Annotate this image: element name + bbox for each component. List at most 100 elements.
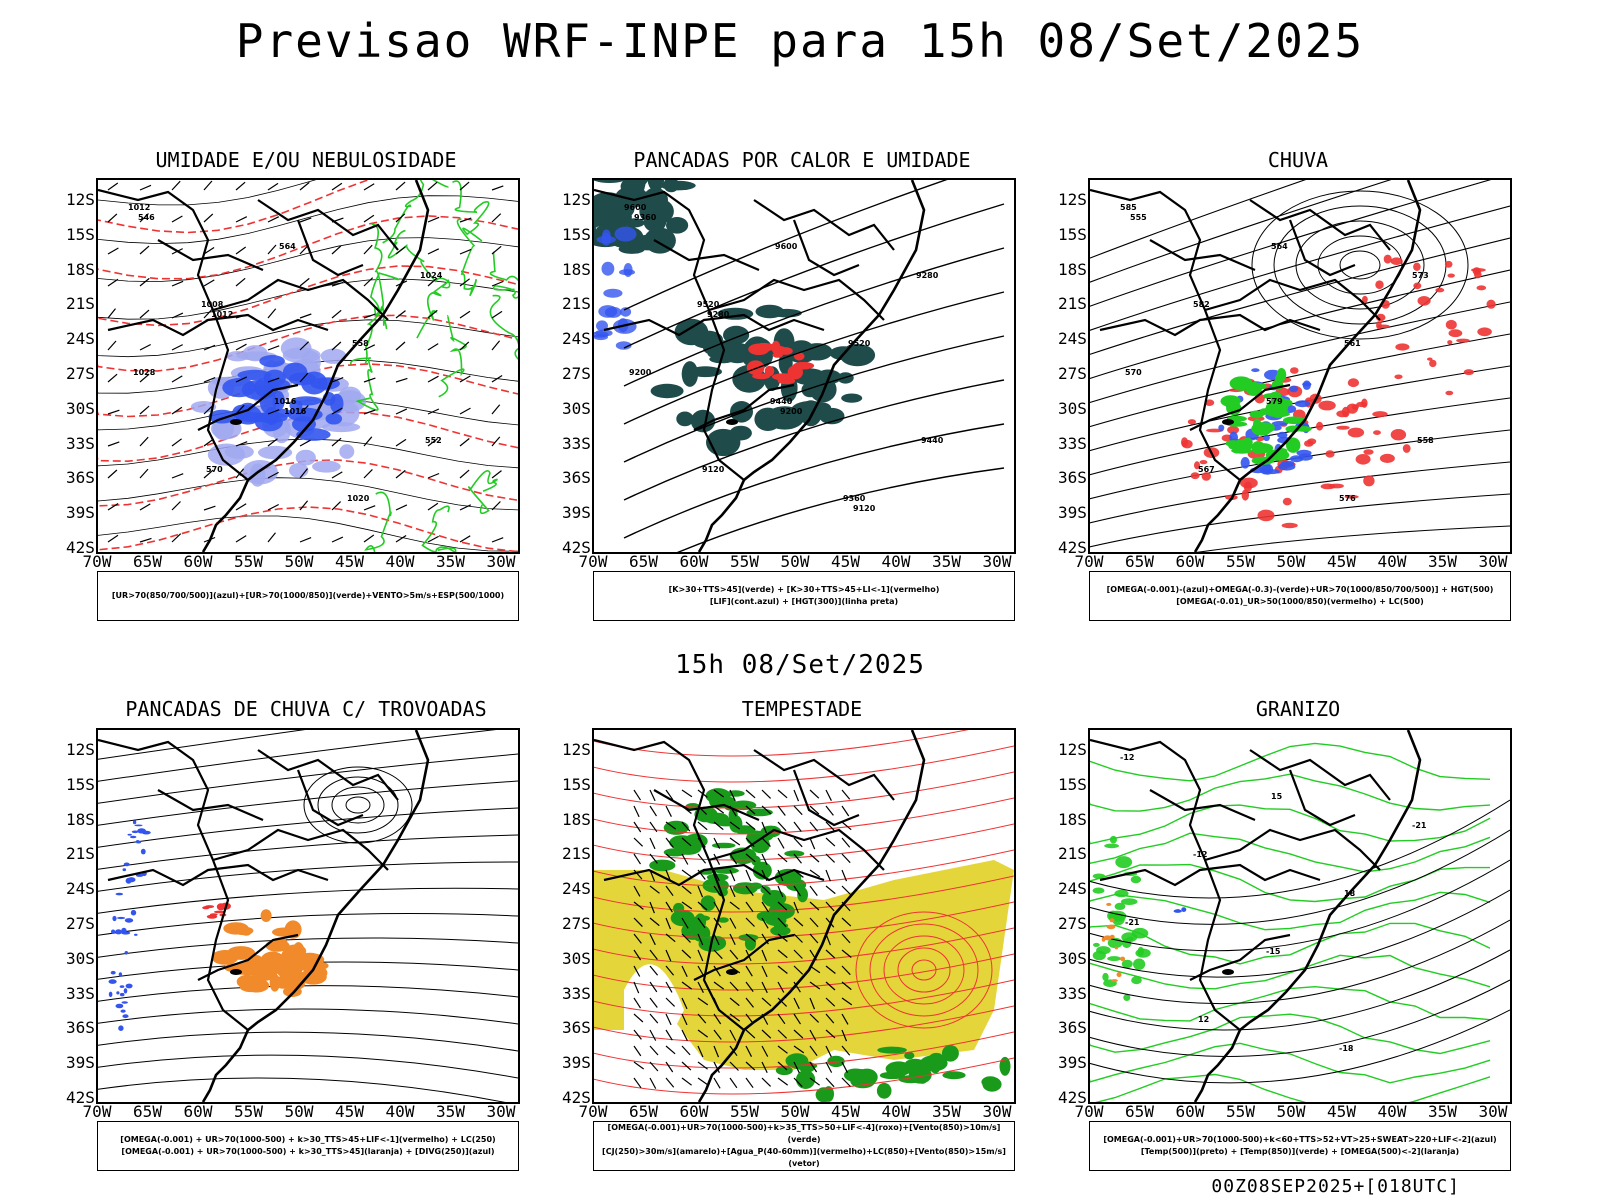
map-canvas-tempestade [594, 730, 1014, 1102]
contour-label-8: 9520 [848, 339, 871, 348]
streamline-0 [98, 730, 306, 760]
omega-rh-red-ne-22 [1448, 329, 1463, 338]
contour-label-0: -12 [1120, 753, 1134, 762]
wind-vector-128 [729, 1013, 741, 1022]
wind-vector-222 [809, 997, 816, 1010]
wind-vector-110 [395, 246, 406, 255]
map-pancadas-calor: 9600 9520 9440 9360 9280 9200 9120 9600 9520 9440… [592, 178, 1016, 554]
wind-vector-76 [299, 313, 312, 319]
wind-vector-91 [331, 407, 343, 415]
lon-tick-label: 40W [881, 552, 911, 571]
lat-tick-label: 27S [66, 914, 95, 933]
wind-vector-156 [761, 853, 768, 866]
wind-vector-235 [825, 901, 835, 912]
temp850-west-22 [1092, 887, 1105, 894]
temp500-7 [1090, 1009, 1510, 1084]
wind-vector-15 [139, 277, 150, 287]
rh-low-contour-9 [387, 229, 450, 283]
lat-tick-label: 39S [66, 1053, 95, 1073]
wind-vector-82 [299, 500, 309, 511]
thickness-1 [98, 215, 518, 280]
wind-vector-151 [745, 1077, 754, 1089]
omega500-orange-3 [1103, 935, 1112, 941]
isobar-8 [98, 477, 518, 511]
wind-vector-12 [139, 184, 152, 191]
isobar-4 [98, 319, 518, 358]
k-tts-red-6 [213, 910, 226, 914]
wind-vector-252 [841, 869, 848, 882]
map-canvas-chuva: 585 582 579 576 573 570 567 564 561 558 555 [1090, 180, 1510, 552]
wind-vector-1 [633, 805, 640, 818]
wind-vector-122 [729, 917, 737, 929]
contour-label-0: 1012 [128, 203, 150, 212]
wind-vector-0 [633, 789, 642, 801]
wind-vector-203 [793, 997, 800, 1010]
wind-vector-5 [633, 869, 643, 880]
wind-vector-238 [825, 949, 836, 959]
wind-vector-51 [665, 997, 676, 1007]
lat-tick-label: 27S [562, 364, 591, 383]
wind-vector-260 [841, 997, 853, 1006]
legend-tempestade: [OMEGA(-0.001)+UR>70(1000-500)+k>35_TTS>… [593, 1121, 1015, 1171]
contour-label-10: 546 [138, 213, 155, 222]
hgt500-contour-7 [1090, 333, 1510, 428]
wind-vector-68 [267, 438, 278, 447]
isobar-9 [98, 515, 518, 552]
isobar-3 [98, 278, 518, 320]
streamline-9 [98, 937, 518, 958]
k-tts-orange-38 [236, 974, 258, 989]
wind-vector-154 [761, 821, 768, 834]
wind-vector-213 [809, 853, 820, 863]
wind-vector-231 [825, 837, 836, 847]
wind-vector-58 [235, 503, 247, 511]
omega-green-3 [1286, 437, 1301, 453]
lon-tick-label: 35W [932, 552, 961, 571]
omega-rh-red-18 [1227, 425, 1240, 434]
state-border-5 [792, 769, 860, 827]
lc850-9 [594, 953, 1014, 991]
map-umidade: 1012 1008 1016 1020 1024 1028 570 564 558 552 546 1… [96, 178, 520, 554]
divg-blue-29 [119, 985, 125, 988]
wind-vector-3 [107, 278, 119, 287]
lon-tick-label: 55W [730, 552, 759, 571]
state-border-6 [1149, 789, 1256, 822]
wind-vector-155 [761, 837, 771, 847]
wind-vector-72 [681, 1029, 688, 1041]
omega-blue-5 [1218, 424, 1225, 431]
lon-tick-label: 35W [436, 552, 465, 571]
temp850-10 [1090, 1042, 1491, 1084]
divg-blue-n-9 [135, 840, 140, 844]
wind850-south-2 [904, 1051, 915, 1060]
wind-vector-144 [745, 965, 753, 977]
streamline-2 [98, 753, 518, 804]
wind-vector-93 [331, 471, 343, 479]
wind-vector-92 [697, 1045, 704, 1058]
lon-tick-label: 70W [1074, 1102, 1104, 1121]
lon-tick-label: 45W [335, 552, 364, 571]
wind-vector-48 [665, 949, 672, 962]
wind-vector-132 [729, 1077, 738, 1089]
map-canvas-pancadas-calor: 9600 9520 9440 9360 9280 9200 9120 9600 9520 9440… [594, 180, 1005, 552]
contour-label-1: 9520 [697, 300, 720, 309]
omega500-orange-1 [1109, 918, 1115, 923]
wind-vector-148 [745, 1029, 756, 1039]
wind-vector-55 [665, 1061, 674, 1073]
hgt300-contour-6 [623, 423, 1005, 539]
wind850-south-6 [942, 1071, 966, 1080]
streamline-15 [98, 1077, 506, 1102]
omega-rh-red-ne-8 [1435, 287, 1445, 293]
state-border-3 [753, 199, 895, 251]
jet-yellow [594, 860, 1014, 1070]
lon-tick-label: 35W [1428, 552, 1457, 571]
omega-rh-red-4 [1390, 429, 1407, 441]
omega-rh-red-16 [1355, 454, 1371, 465]
wind-vector-87 [331, 281, 344, 287]
wind-vector-104 [713, 933, 720, 946]
wind-vector-199 [793, 933, 803, 943]
lc850-10 [594, 979, 1014, 1017]
wind-vector-145 [745, 981, 754, 992]
lon-tick-label: 30W [1478, 552, 1508, 571]
wind-vector-177 [777, 885, 784, 898]
wind-vector-52 [665, 1013, 672, 1026]
wind-vector-73 [681, 1045, 691, 1056]
